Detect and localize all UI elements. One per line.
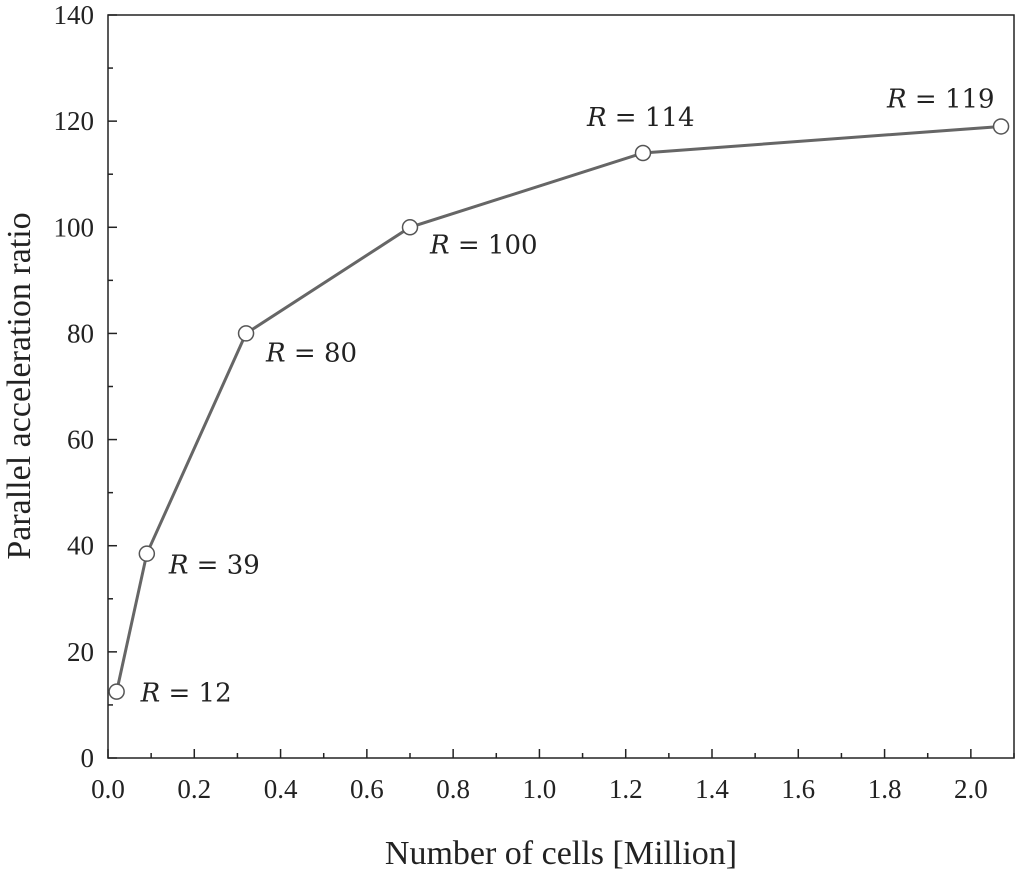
data-label-var: R (168, 551, 189, 581)
x-tick-label: 1.6 (781, 774, 815, 804)
x-tick-label: 2.0 (954, 774, 988, 804)
plot-frame (107, 14, 1015, 759)
y-tick-label: 60 (67, 425, 94, 455)
y-tick-label: 100 (54, 212, 95, 242)
data-point (108, 683, 125, 700)
data-label-value: 12 (199, 679, 232, 709)
x-tick-label: 1.2 (609, 774, 643, 804)
data-label-value: 114 (645, 103, 695, 133)
data-label-value: 39 (227, 551, 260, 581)
data-label-var: R (586, 103, 607, 133)
data-point (138, 545, 156, 562)
y-tick-label: 40 (67, 531, 94, 561)
x-tick-label: 0.0 (91, 774, 125, 804)
data-label-var: R (429, 230, 450, 260)
data-label-eq: = (450, 230, 488, 260)
data-label-eq: = (607, 103, 645, 133)
data-label: R = 39 (168, 551, 260, 581)
data-point (401, 219, 419, 236)
x-tick-label: 1.8 (868, 774, 902, 804)
data-label-eq: = (907, 84, 945, 114)
y-tick-label: 20 (67, 637, 94, 667)
x-tick-label: 1.0 (523, 774, 557, 804)
data-label-eq: = (286, 338, 324, 368)
data-label: R = 80 (265, 338, 357, 368)
data-point (992, 118, 1010, 135)
data-label: R = 114 (586, 103, 695, 133)
series-line (115, 124, 1002, 692)
x-axis-title: Number of cells [Million] (385, 835, 737, 872)
data-label-value: 80 (324, 338, 357, 368)
x-tick-label: 0.4 (264, 774, 298, 804)
data-point (237, 325, 255, 342)
x-tick-label: 0.8 (436, 774, 470, 804)
data-label-value: 119 (945, 84, 995, 114)
data-label: R = 119 (886, 84, 995, 114)
data-label-value: 100 (488, 230, 538, 260)
data-label-var: R (886, 84, 907, 114)
series-group (108, 118, 1010, 700)
x-tick-label: 0.6 (350, 774, 384, 804)
y-tick-label: 120 (54, 106, 95, 136)
data-point (634, 144, 652, 162)
x-axis-ticks: 0.0 0.2 0.4 0.6 0.8 1.0 1.2 1.4 1.6 1.8 2.0 (91, 749, 1015, 804)
data-label-var: R (265, 338, 286, 368)
y-tick-label: 80 (67, 318, 94, 348)
data-label: R = 12 (140, 679, 232, 709)
data-label-eq: = (188, 551, 226, 581)
x-tick-label: 1.4 (695, 774, 729, 804)
x-tick-label: 0.2 (177, 774, 211, 804)
data-label-eq: = (160, 679, 198, 709)
y-axis-ticks: 0 20 40 60 80 100 120 140 (54, 0, 117, 773)
y-axis-title: Parallel acceleration ratio (1, 212, 38, 559)
y-tick-label: 140 (54, 0, 95, 30)
y-tick-label: 0 (81, 743, 95, 773)
data-label: R = 100 (429, 230, 538, 260)
data-label-var: R (140, 679, 161, 709)
